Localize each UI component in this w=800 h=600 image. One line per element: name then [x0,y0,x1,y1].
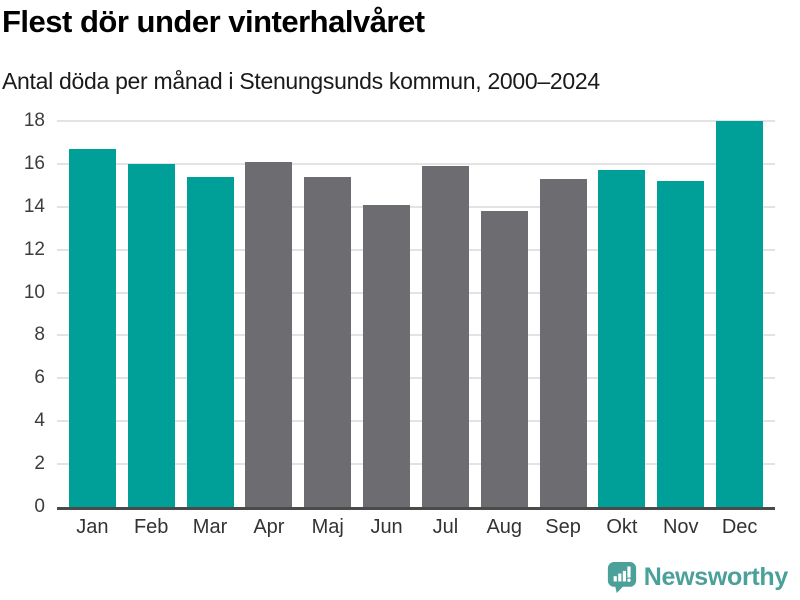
y-tick-16: 16 [23,152,45,174]
y-tick-14: 14 [23,195,45,217]
x-label-maj: Maj [311,516,344,538]
x-label-okt: Okt [606,516,638,538]
bar-jul [421,166,469,507]
y-tick-12: 12 [23,238,45,260]
plot-area [57,120,775,510]
bar-aug [480,211,528,507]
newsworthy-logo-icon [607,562,636,593]
chart-title: Flest dör under vinterhalvåret [2,4,425,39]
y-axis-labels: 0 2 4 6 8 10 12 14 16 18 [0,111,45,517]
brand-name: Newsworthy [643,563,789,591]
bar-nov [657,181,705,507]
x-label-nov: Nov [662,516,699,538]
bar-apr [245,161,293,507]
y-tick-2: 2 [34,453,45,475]
y-tick-18: 18 [23,110,45,131]
x-label-jul: Jul [432,516,459,538]
bar-dec [716,121,764,507]
x-label-aug: Aug [486,516,523,538]
gridline-4 [57,420,775,423]
bar-jan [68,148,116,507]
y-tick-0: 0 [34,496,45,517]
gridline-12 [57,248,775,251]
gridline-14 [57,205,775,208]
y-tick-10: 10 [23,281,45,303]
x-label-dec: Dec [721,516,758,538]
gridline-8 [57,334,775,337]
x-label-jan: Jan [76,516,109,538]
gridline-18 [57,120,775,122]
brand-footer: Newsworthy [607,561,788,594]
y-tick-6: 6 [34,367,45,389]
bar-mar [186,176,234,507]
x-label-mar: Mar [192,516,228,538]
bar-jun [363,204,411,507]
bars-container [57,121,775,507]
x-axis-labels: Jan Feb Mar Apr Maj Jun Jul Aug Sep Okt Nov Dec [57,516,775,539]
gridline-16 [57,162,775,165]
x-label-apr: Apr [253,516,285,538]
bar-feb [127,163,175,507]
gridline-2 [57,463,775,466]
y-tick-8: 8 [34,324,45,346]
y-tick-4: 4 [34,410,45,432]
bar-maj [304,176,352,507]
gridline-6 [57,377,775,380]
x-label-feb: Feb [133,516,169,538]
x-label-sep: Sep [545,516,581,538]
x-label-jun: Jun [370,516,403,538]
chart-subtitle: Antal döda per månad i Stenungsunds komm… [2,68,600,94]
bar-okt [598,170,646,507]
gridline-10 [57,291,775,294]
bar-sep [539,178,587,507]
